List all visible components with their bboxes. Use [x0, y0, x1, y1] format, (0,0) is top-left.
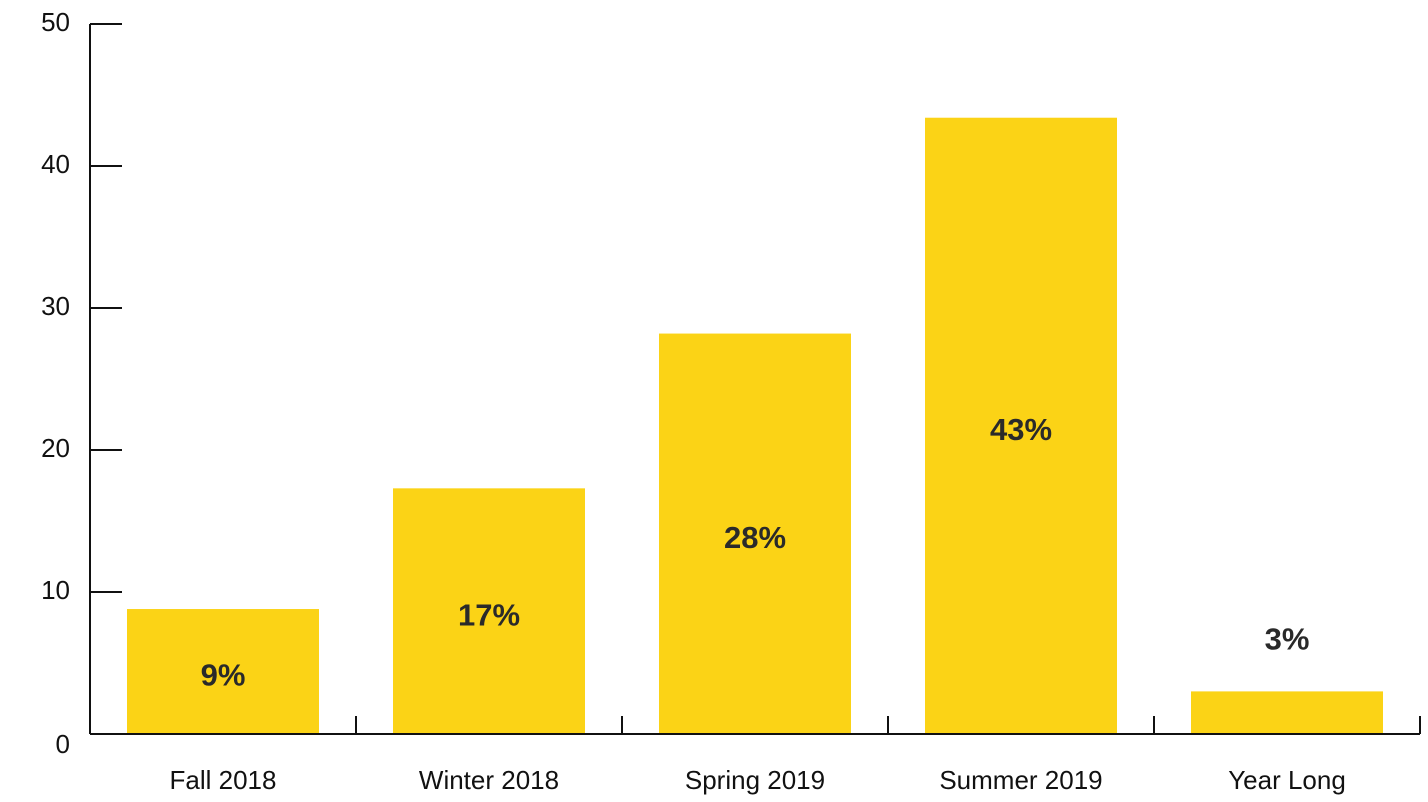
- y-tick-label: 0: [56, 729, 70, 759]
- y-tick-label: 50: [41, 7, 70, 37]
- bar: [659, 333, 851, 734]
- value-label: 17%: [458, 597, 520, 632]
- x-tick-label: Winter 2018: [419, 765, 559, 795]
- y-tick-label: 20: [41, 433, 70, 463]
- y-tick-label: 30: [41, 291, 70, 321]
- value-label: 9%: [201, 658, 246, 693]
- x-tick-label: Spring 2019: [685, 765, 825, 795]
- bar: [127, 609, 319, 734]
- value-label: 43%: [990, 412, 1052, 447]
- y-tick-label: 40: [41, 149, 70, 179]
- bar: [925, 117, 1117, 735]
- value-label: 28%: [724, 520, 786, 555]
- x-tick-label: Fall 2018: [170, 765, 277, 795]
- x-tick-label: Summer 2019: [939, 765, 1102, 795]
- value-label: 3%: [1265, 622, 1310, 657]
- x-tick-label: Year Long: [1228, 765, 1346, 795]
- bar: [1191, 691, 1383, 734]
- y-tick-label: 10: [41, 575, 70, 605]
- bar: [393, 488, 585, 734]
